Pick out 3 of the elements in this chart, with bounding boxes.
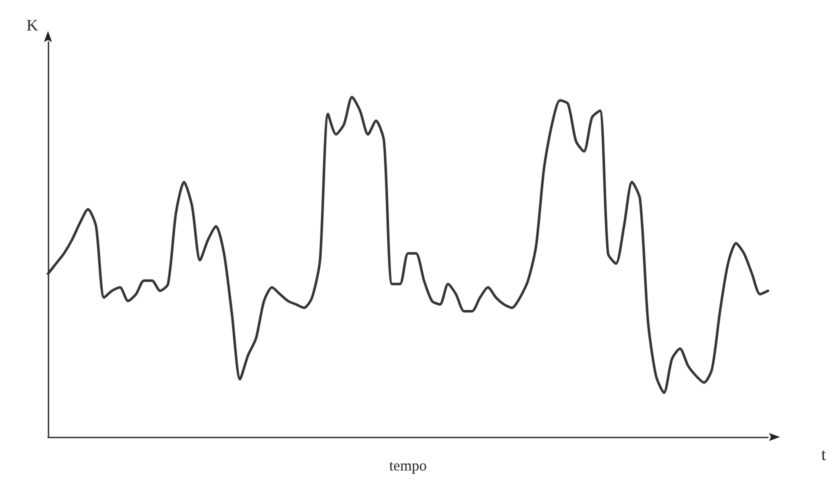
x-axis-title: tempo xyxy=(389,458,427,474)
y-axis-title: K xyxy=(26,18,38,34)
text: t xyxy=(821,445,826,464)
